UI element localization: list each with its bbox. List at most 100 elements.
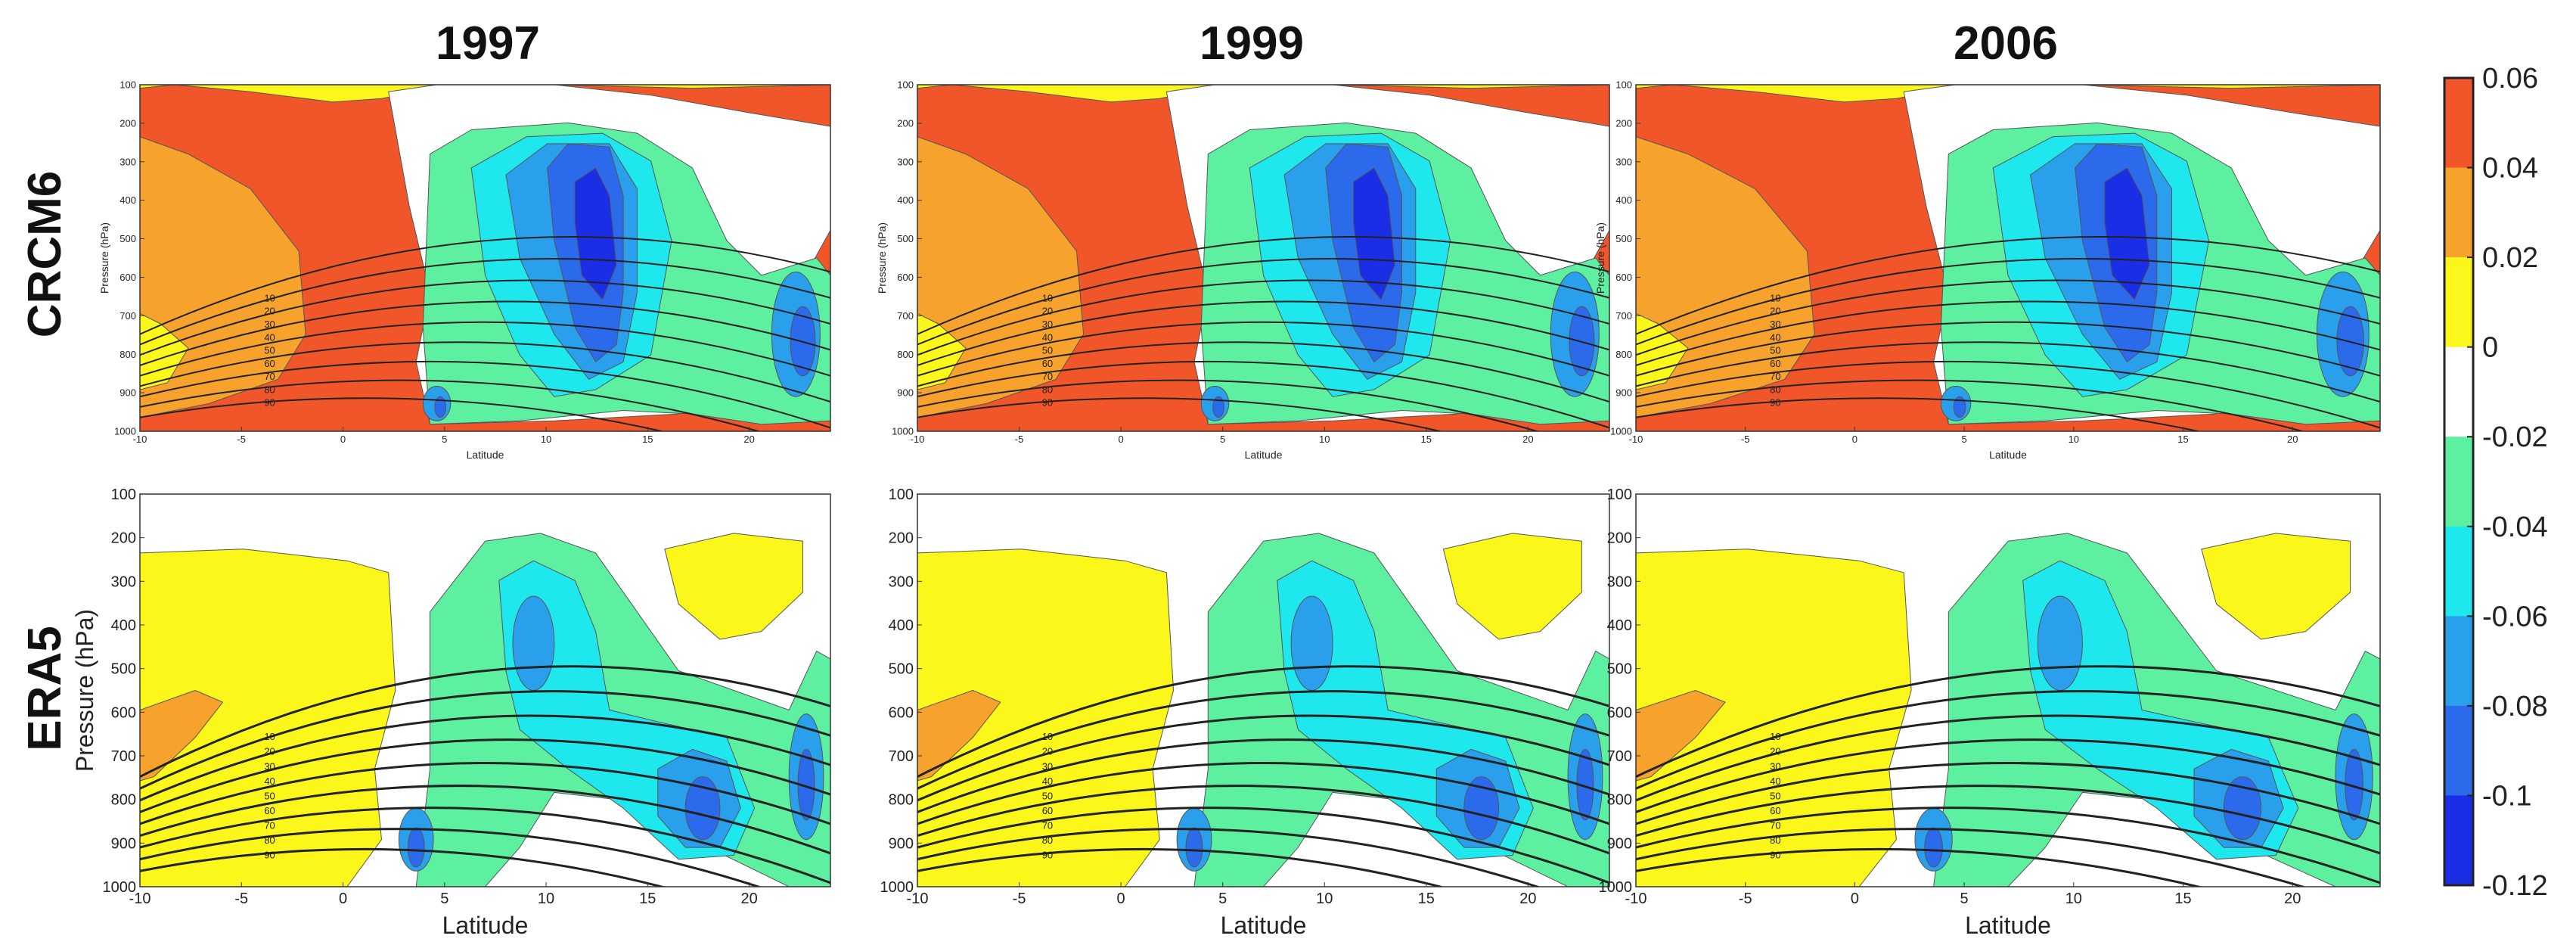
panel-frame [917,84,1610,432]
contour-region [917,690,1001,782]
y-tick-label: 200 [111,530,136,547]
contour-region [1353,167,1395,300]
colorbar-segment [2444,705,2473,796]
column-title-1999: 1999 [1200,17,1304,70]
y-tick-label: 900 [889,835,914,852]
contour-region [2037,595,2083,691]
x-tick-label: 15 [2177,434,2188,445]
contour-line-label: 10 [1770,292,1780,303]
contour-line-label: 60 [1770,358,1780,369]
x-axis-label: Latitude [467,449,504,461]
contour-region [1636,312,1689,390]
y-tick-label: 100 [1607,486,1632,503]
contour-line [917,738,1609,813]
y-tick-label: 400 [1607,617,1632,634]
y-tick-label: 200 [119,117,136,129]
contour-line-label: 70 [1770,371,1780,382]
x-tick-label: 15 [639,890,656,907]
contour-line [140,258,830,346]
contour-region [1290,595,1333,691]
contour-region [1442,533,1582,640]
x-tick-label: -5 [234,890,248,907]
contour-line [1636,321,2380,377]
x-tick-label: 15 [2174,890,2191,907]
x-tick-label: 10 [538,890,554,907]
y-tick-label: 100 [889,486,914,503]
colorbar-tick-label: -0.1 [2482,780,2531,812]
contour-line [1636,714,2380,802]
contour-line [140,397,666,431]
contour-line [1636,665,2380,779]
contour-line-label: 10 [264,292,275,303]
x-tick-label: 20 [740,890,757,907]
colorbar-segment [2444,795,2473,886]
contour-region [664,533,803,640]
contour-region [2104,167,2150,300]
contour-line-label: 70 [264,371,275,382]
contour-line-label: 70 [1042,371,1053,382]
contour-line [917,321,1609,377]
contour-region [2223,776,2262,841]
x-tick-label: 20 [743,434,754,445]
contour-line [1636,690,2380,790]
y-tick-label: 500 [897,233,914,244]
contour-line-label: 40 [264,775,275,787]
colorbar-segment [2444,347,2473,437]
y-tick-label: 800 [1607,792,1632,809]
x-axis-label: Latitude [1221,912,1307,939]
y-tick-label: 400 [889,617,914,634]
y-tick-label: 1000 [114,426,136,437]
contour-line-label: 40 [1770,775,1780,787]
y-tick-label: 300 [119,156,136,167]
y-tick-label: 1000 [1610,426,1632,437]
y-tick-label: 300 [889,573,914,590]
contour-line-label: 60 [264,805,275,816]
y-tick-label: 500 [119,233,136,244]
contour-line-label: 80 [1042,384,1053,395]
contour-region [512,595,555,691]
x-tick-label: 15 [1421,434,1432,445]
contour-line [917,847,1445,887]
x-tick-label: 10 [2069,434,2079,445]
x-tick-label: 0 [340,434,346,445]
contour-line [1636,360,2380,429]
contour-line-label: 50 [1770,345,1780,356]
contour-line-label: 50 [264,790,275,801]
contour-line [917,785,1609,855]
y-tick-label: 900 [1607,835,1632,852]
y-tick-label: 600 [119,272,136,283]
colorbar-tick-label: 0.02 [2482,242,2538,274]
y-tick-label: 1000 [1599,879,1633,896]
y-tick-label: 200 [1607,530,1632,547]
x-axis-label: Latitude [1245,449,1283,461]
x-tick-label: 0 [1119,434,1124,445]
colorbar-segment [2444,526,2473,617]
x-tick-label: -10 [907,890,929,907]
contour-line [1636,235,2380,335]
contour-line [917,828,1541,887]
contour-line-label: 30 [1770,319,1780,330]
contour-line [917,690,1609,790]
contour-line-label: 90 [1042,397,1053,409]
row-title-era5: ERA5 [19,626,71,751]
y-tick-label: 100 [1615,79,1632,91]
y-tick-label: 700 [1607,748,1632,765]
contour-line-label: 10 [1042,292,1053,303]
x-tick-label: 5 [442,434,447,445]
contour-region [1463,776,1500,841]
column-title-2006: 2006 [1954,17,2058,70]
y-tick-label: 400 [111,617,136,634]
contour-line [1636,762,2380,825]
colorbar-tick-label: 0 [2482,332,2498,364]
y-tick-label: 700 [889,748,914,765]
contour-region [407,827,425,868]
y-tick-label: 800 [119,349,136,360]
y-tick-label: 200 [1615,117,1632,129]
x-tick-label: 15 [1418,890,1435,907]
y-tick-label: 100 [119,79,136,91]
x-tick-label: -5 [237,434,246,445]
panel-frame [1635,493,2381,887]
x-tick-label: 5 [1220,434,1225,445]
